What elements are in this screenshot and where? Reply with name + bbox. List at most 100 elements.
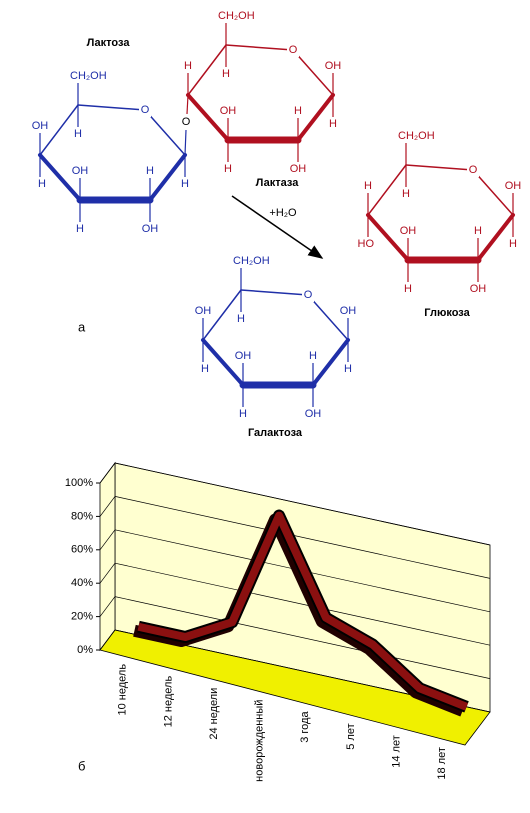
substituent: H bbox=[509, 238, 517, 250]
ring-o-bg bbox=[467, 163, 479, 177]
ring-bond bbox=[144, 109, 186, 156]
grid-line bbox=[114, 496, 491, 579]
x-tick-label: 18 лет bbox=[436, 747, 448, 780]
galactose-title: Галактоза bbox=[248, 427, 303, 439]
y-tick-label: 20% bbox=[71, 611, 93, 623]
substituent: H bbox=[224, 163, 232, 175]
grid-line bbox=[99, 496, 116, 517]
ring-bond bbox=[240, 289, 309, 296]
ring-bond bbox=[201, 338, 245, 387]
ring-bond bbox=[148, 153, 187, 202]
ring-bond bbox=[311, 338, 350, 387]
substituent: H bbox=[222, 68, 230, 80]
lactose-title: Лактоза bbox=[87, 37, 131, 49]
substituent: H bbox=[38, 178, 46, 190]
grid-line bbox=[99, 596, 116, 617]
substituent: HO bbox=[358, 238, 375, 250]
grid-line bbox=[99, 629, 116, 651]
substituent: OH bbox=[195, 305, 212, 317]
x-tick-label: 10 недель bbox=[117, 664, 129, 716]
ring-bond bbox=[292, 49, 334, 96]
x-tick-label: 24 недели bbox=[208, 688, 220, 740]
substituent: H bbox=[474, 225, 482, 237]
ring-bond bbox=[366, 213, 410, 262]
glycosidic-bond bbox=[186, 94, 189, 115]
substituent: CH₂OH bbox=[70, 70, 107, 82]
substituent: OH bbox=[32, 120, 49, 132]
ring-oxygen: O bbox=[289, 44, 298, 56]
ring-bond bbox=[186, 93, 230, 142]
grid-line bbox=[114, 562, 491, 646]
ring-bond bbox=[187, 44, 227, 96]
ring-bond bbox=[472, 169, 514, 216]
grid-line bbox=[114, 462, 491, 546]
y-tick-label: 100% bbox=[65, 477, 93, 489]
substituent: CH₂OH bbox=[398, 130, 435, 142]
substituent: OH bbox=[340, 305, 357, 317]
reagent-label: +H₂O bbox=[269, 207, 297, 219]
substituent: OH bbox=[325, 60, 342, 72]
grid-line bbox=[99, 562, 116, 584]
substituent: H bbox=[184, 60, 192, 72]
x-tick-label: 12 недель bbox=[162, 676, 174, 728]
x-tick-label: новорожденный bbox=[254, 700, 266, 782]
data-line bbox=[137, 511, 469, 711]
grid-line bbox=[99, 462, 116, 484]
substituent: OH bbox=[220, 105, 237, 117]
ring-bond bbox=[307, 294, 349, 341]
ring-bond bbox=[225, 44, 294, 51]
glycosidic-oxygen: O bbox=[182, 116, 191, 128]
ring-bond bbox=[476, 213, 515, 262]
panel-label: б bbox=[78, 758, 85, 773]
substituent: OH bbox=[400, 225, 417, 237]
ring-bond bbox=[39, 104, 79, 156]
grid-line bbox=[114, 596, 491, 679]
substituent: OH bbox=[505, 180, 522, 192]
substituent: H bbox=[344, 363, 352, 375]
substituent: OH bbox=[235, 350, 252, 362]
grid-line bbox=[99, 529, 116, 551]
substituent: OH bbox=[142, 223, 159, 235]
y-tick-label: 80% bbox=[71, 510, 93, 522]
substituent: H bbox=[237, 313, 245, 325]
ring-o-bg bbox=[302, 288, 314, 302]
substituent: H bbox=[76, 223, 84, 235]
ring-bond bbox=[405, 164, 474, 171]
reaction-arrow bbox=[231, 195, 324, 259]
substituent: H bbox=[309, 350, 317, 362]
side-wall bbox=[99, 461, 116, 652]
substituent: H bbox=[402, 188, 410, 200]
substituent: H bbox=[201, 363, 209, 375]
ring-oxygen: O bbox=[469, 164, 478, 176]
substituent: OH bbox=[470, 283, 487, 295]
substituent: CH₂OH bbox=[218, 10, 255, 22]
ring-oxygen: O bbox=[141, 104, 150, 116]
x-tick-label: 14 лет bbox=[390, 735, 402, 768]
substituent: H bbox=[294, 105, 302, 117]
substituent: H bbox=[181, 178, 189, 190]
substituent: H bbox=[329, 118, 337, 130]
glycosidic-bond bbox=[184, 129, 187, 156]
x-tick-label: 3 года bbox=[299, 711, 311, 743]
y-tick-label: 60% bbox=[71, 544, 93, 556]
ring-bond bbox=[77, 104, 146, 111]
ring-bond bbox=[367, 164, 407, 216]
ring-bond bbox=[38, 153, 82, 202]
substituent: OH bbox=[72, 165, 89, 177]
ring-oxygen: O bbox=[304, 289, 313, 301]
panel-label: а bbox=[78, 319, 86, 334]
substituent: H bbox=[74, 128, 82, 140]
substituent: H bbox=[146, 165, 154, 177]
ring-bond bbox=[202, 289, 242, 341]
substituent: OH bbox=[305, 408, 322, 420]
substituent: OH bbox=[290, 163, 307, 175]
x-tick-label: 5 лет bbox=[345, 723, 357, 749]
y-tick-label: 0% bbox=[77, 644, 93, 656]
y-tick-label: 40% bbox=[71, 577, 93, 589]
ring-bond bbox=[296, 93, 335, 142]
enzyme-label: Лактаза bbox=[256, 177, 300, 189]
substituent: H bbox=[239, 408, 247, 420]
substituent: CH₂OH bbox=[233, 255, 270, 267]
substituent: H bbox=[404, 283, 412, 295]
